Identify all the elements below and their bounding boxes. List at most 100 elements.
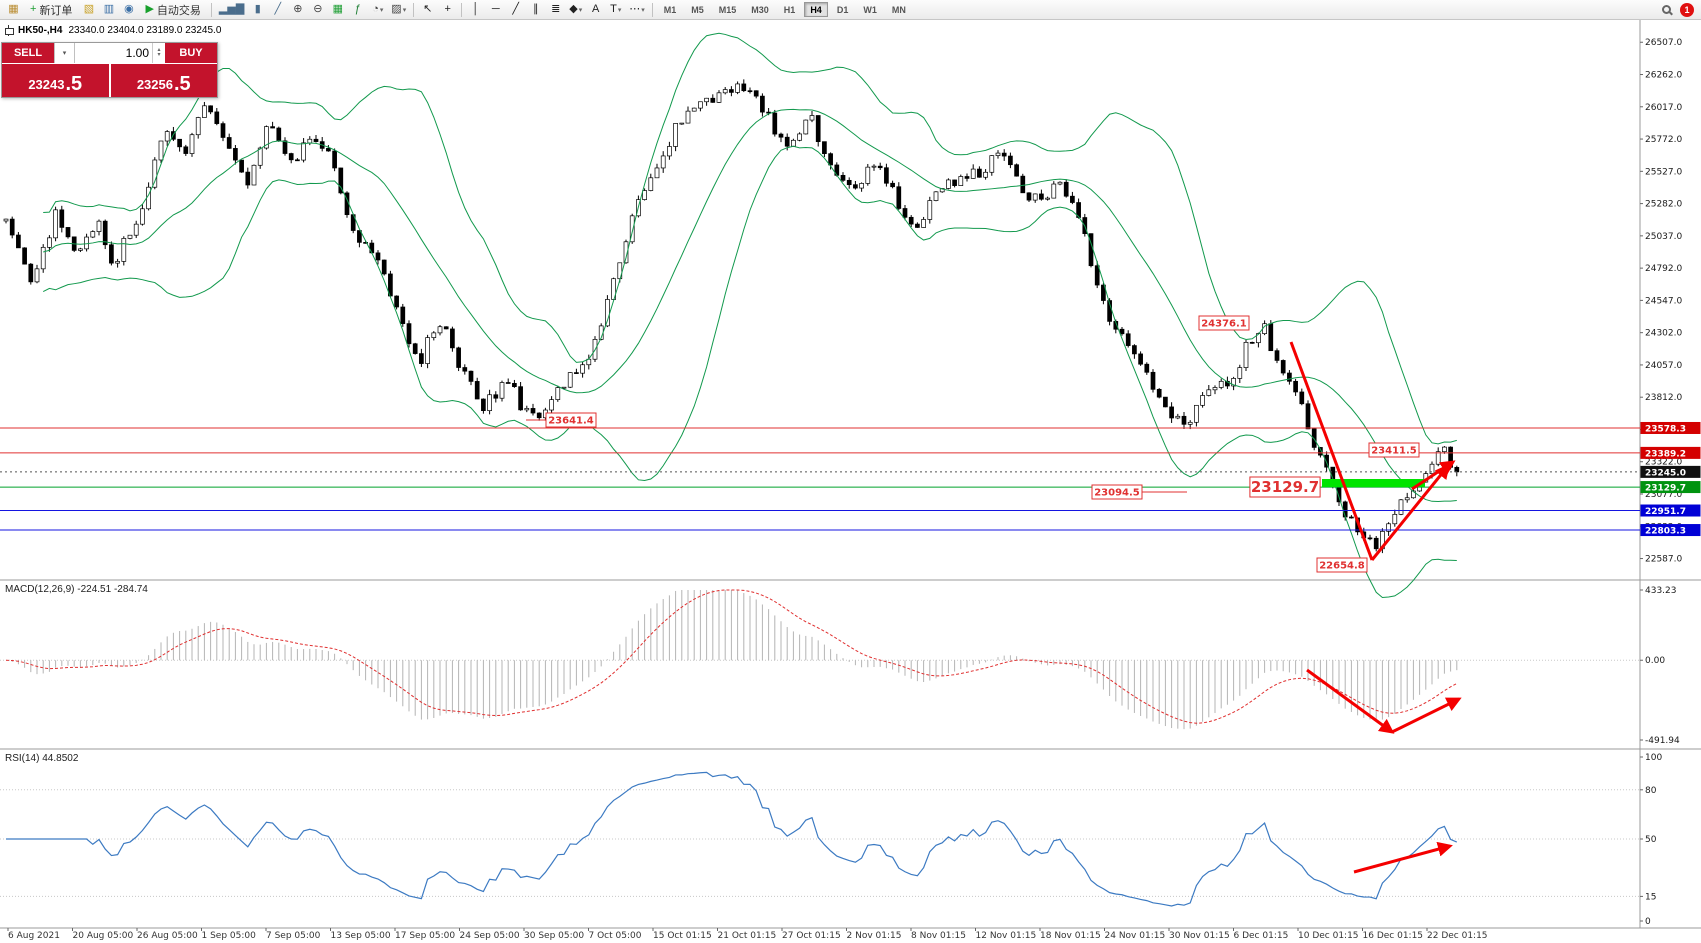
price-tick: 26262.0 bbox=[1645, 71, 1682, 81]
vertical-line-icon[interactable]: │ bbox=[466, 1, 485, 18]
crosshair-icon[interactable]: + bbox=[438, 1, 457, 18]
market-watch-icon: ▥ bbox=[103, 3, 115, 15]
chart-window-icon: ▦ bbox=[8, 3, 19, 15]
sell-price: 23243 bbox=[28, 77, 65, 93]
price-annotation: 23641.4 bbox=[548, 416, 594, 427]
one-click-trading-panel: SELL ▾ ▴ ▾ BUY 23243 .5 bbox=[1, 42, 218, 98]
price-tick: 23322.0 bbox=[1645, 458, 1682, 468]
time-axis-label: 20 Aug 05:00 bbox=[73, 931, 134, 941]
spinner-up-icon[interactable]: ▴ bbox=[157, 47, 161, 53]
spinner-down-icon[interactable]: ▾ bbox=[157, 52, 161, 58]
timeframe-m5-button[interactable]: M5 bbox=[691, 4, 704, 15]
charts-profile-icon[interactable]: ▧ bbox=[79, 1, 98, 18]
vertical-line-icon: │ bbox=[472, 3, 480, 15]
time-axis-label: 18 Nov 01:15 bbox=[1040, 931, 1101, 941]
axis-price-tag: 23129.7 bbox=[1645, 484, 1686, 494]
period-icon[interactable]: ◔ ▾ bbox=[368, 1, 387, 18]
horizontal-line-icon[interactable]: ─ bbox=[486, 1, 505, 18]
indicators-icon[interactable]: ƒ bbox=[348, 1, 367, 18]
rsi-axis-label: 0 bbox=[1645, 917, 1651, 927]
tile-windows-icon[interactable]: ▦ bbox=[328, 1, 347, 18]
macd-indicator-label: MACD(12,26,9) -224.51 -284.74 bbox=[5, 584, 148, 595]
zoom-out-icon[interactable]: ⊖ bbox=[308, 1, 327, 18]
time-axis-label: 12 Nov 01:15 bbox=[976, 931, 1037, 941]
market-watch-icon[interactable]: ▥ bbox=[99, 1, 118, 18]
line-chart-icon: ╱ bbox=[274, 3, 282, 15]
crosshair-icon: + bbox=[444, 3, 451, 15]
shapes-icon[interactable]: ◆ ▾ bbox=[566, 1, 585, 18]
time-axis-label: 6 Aug 2021 bbox=[8, 931, 60, 941]
chevron-down-icon: ▾ bbox=[379, 6, 384, 14]
rsi-axis-label: 50 bbox=[1645, 835, 1657, 845]
cursor-icon[interactable]: ↖ bbox=[418, 1, 437, 18]
channel-icon: ∥ bbox=[532, 3, 539, 15]
time-axis-label: 7 Oct 05:00 bbox=[589, 931, 642, 941]
timeframe-mn-button[interactable]: MN bbox=[891, 4, 906, 15]
horizontal-line-icon: ─ bbox=[491, 3, 500, 15]
more-tools-icon[interactable]: ⋯ ▾ bbox=[626, 1, 648, 18]
new-order-icon: + bbox=[30, 3, 37, 15]
chart-canvas[interactable]: 26507.0 26262.0 26017.0 25772.0 25527.0 25282… bbox=[0, 20, 1701, 943]
time-axis-label: 24 Sep 05:00 bbox=[460, 931, 520, 941]
price-annotation: 23094.5 bbox=[1094, 488, 1140, 499]
buy-price-button[interactable]: 23256 .5 bbox=[110, 64, 217, 97]
bollinger-band bbox=[43, 32, 1457, 445]
sell-button[interactable]: SELL bbox=[2, 43, 54, 63]
notification-badge[interactable]: 1 bbox=[1680, 2, 1694, 17]
trend-arrow bbox=[1370, 463, 1450, 561]
text-label-icon[interactable]: A bbox=[586, 1, 605, 18]
volume-input[interactable] bbox=[75, 43, 152, 63]
order-type-dropdown[interactable]: ▾ bbox=[54, 43, 75, 63]
volume-stepper[interactable]: ▴ ▾ bbox=[152, 43, 165, 63]
channel-icon[interactable]: ∥ bbox=[526, 1, 545, 18]
new-order-button[interactable]: + 新订单 bbox=[24, 1, 78, 18]
zoom-in-icon[interactable]: ⊕ bbox=[288, 1, 307, 18]
search-icon[interactable] bbox=[1657, 1, 1676, 18]
price-annotation: 23129.7 bbox=[1251, 478, 1319, 496]
buy-button[interactable]: BUY bbox=[165, 43, 217, 63]
cursor-icon: ↖ bbox=[423, 3, 433, 15]
macd-axis-label: -491.94 bbox=[1645, 736, 1680, 746]
alerts-icon[interactable]: ◉ bbox=[119, 1, 138, 18]
price-tick: 25282.0 bbox=[1645, 200, 1682, 210]
chevron-down-icon: ▾ bbox=[402, 6, 407, 14]
autotrading-button[interactable]: ▶ 自动交易 bbox=[139, 1, 206, 18]
time-axis-label: 21 Oct 01:15 bbox=[718, 931, 777, 941]
fibonacci-icon[interactable]: ≣ bbox=[546, 1, 565, 18]
timeframe-w1-button[interactable]: W1 bbox=[863, 4, 877, 15]
line-chart-icon[interactable]: ╱ bbox=[268, 1, 287, 18]
timeframe-h4-button[interactable]: H4 bbox=[804, 2, 828, 17]
timeframe-m15-button[interactable]: M15 bbox=[718, 4, 737, 15]
sell-price-button[interactable]: 23243 .5 bbox=[2, 64, 111, 97]
candlestick-chart-icon: ▮ bbox=[254, 3, 261, 15]
price-tick: 23077.0 bbox=[1645, 490, 1682, 500]
buy-price-pips: .5 bbox=[173, 73, 191, 95]
trendline-icon[interactable]: ╱ bbox=[506, 1, 525, 18]
rsi-value: 44.8502 bbox=[42, 753, 79, 764]
arrow-tools-icon: T bbox=[610, 3, 617, 15]
new-order-button-label: 新订单 bbox=[39, 4, 73, 17]
candlestick-chart-icon[interactable]: ▮ bbox=[248, 1, 267, 18]
template-icon[interactable]: ▨ ▾ bbox=[388, 1, 409, 18]
arrow-tools-icon[interactable]: T ▾ bbox=[606, 1, 625, 18]
chart-symbol-period: HK50-,H4 bbox=[18, 25, 63, 36]
rsi-axis-label: 15 bbox=[1645, 892, 1656, 902]
top-toolbar: ▦ + 新订单 ▧ ▥ ◉ ▶ 自动交易 ▂▅▇ ▮ ╱ ⊕ ⊖ ▦ ƒ ◔ ▾ ▨ ▾ ↖ + │ ─ ╱ ∥ ≣ ◆ ▾ A T ▾ ⋯ ▾… bbox=[0, 0, 1701, 20]
axis-price-tag: 23245.0 bbox=[1645, 468, 1686, 478]
chart-ohlc-values: 23340.0 23404.0 23189.0 23245.0 bbox=[68, 25, 222, 36]
timeframe-h1-button[interactable]: H1 bbox=[783, 4, 796, 15]
timeframe-d1-button[interactable]: D1 bbox=[836, 4, 849, 15]
trend-arrow bbox=[1306, 668, 1395, 734]
chart-window-icon[interactable]: ▦ bbox=[4, 1, 23, 18]
zoom-out-icon: ⊖ bbox=[313, 3, 323, 15]
bar-chart-icon[interactable]: ▂▅▇ bbox=[216, 1, 247, 18]
rsi-axis-label: 80 bbox=[1645, 786, 1657, 796]
toolbar-separator bbox=[651, 2, 653, 17]
autotrading-icon: ▶ bbox=[145, 3, 154, 15]
price-tick: 25037.0 bbox=[1645, 232, 1682, 242]
time-axis-label: 10 Dec 01:15 bbox=[1298, 931, 1359, 941]
timeframe-m1-button[interactable]: M1 bbox=[663, 4, 677, 15]
rsi-axis-label: 100 bbox=[1645, 753, 1662, 763]
chevron-down-icon: ▾ bbox=[578, 6, 583, 14]
timeframe-m30-button[interactable]: M30 bbox=[751, 4, 769, 15]
